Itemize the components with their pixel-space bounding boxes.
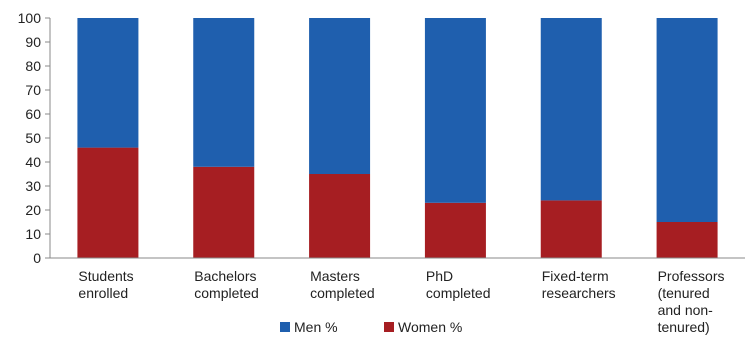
x-category-label: Students xyxy=(78,268,133,284)
x-category-label: completed xyxy=(310,285,375,301)
y-tick-label: 30 xyxy=(25,178,41,194)
x-category-label: completed xyxy=(194,285,259,301)
y-tick-label: 70 xyxy=(25,82,41,98)
legend: Men % Women % xyxy=(280,319,462,335)
y-tick-label: 80 xyxy=(25,58,41,74)
y-tick-label: 60 xyxy=(25,106,41,122)
y-tick-label: 10 xyxy=(25,226,41,242)
bar-women-1 xyxy=(193,166,255,258)
x-category-label: completed xyxy=(426,285,491,301)
bar-men-2 xyxy=(309,18,371,174)
x-category-label: researchers xyxy=(542,285,616,301)
x-axis: StudentsenrolledBachelorscompletedMaster… xyxy=(50,257,745,335)
legend-label: Men % xyxy=(294,319,338,335)
bar-men-5 xyxy=(656,18,718,222)
y-tick-label: 50 xyxy=(25,130,41,146)
bars xyxy=(77,18,718,258)
bar-men-4 xyxy=(540,18,602,201)
x-category-label: Professors xyxy=(658,268,725,284)
bar-women-4 xyxy=(540,200,602,258)
bar-women-5 xyxy=(656,222,718,258)
y-axis: 0 10 20 30 40 50 60 70 80 90 100 xyxy=(18,10,51,266)
legend-label: Women % xyxy=(398,319,462,335)
y-tick-label: 0 xyxy=(33,250,41,266)
x-category-label: Fixed-term xyxy=(542,268,609,284)
bar-men-1 xyxy=(193,18,255,167)
x-category-label: and non- xyxy=(658,302,714,318)
x-category-label: (tenured xyxy=(658,285,710,301)
x-category-label: Bachelors xyxy=(194,268,256,284)
bar-women-2 xyxy=(309,174,371,258)
y-tick-label: 40 xyxy=(25,154,41,170)
bar-men-0 xyxy=(77,18,139,148)
bar-women-3 xyxy=(424,202,486,258)
y-tick-label: 90 xyxy=(25,34,41,50)
y-tick-label: 100 xyxy=(18,10,42,26)
bar-men-3 xyxy=(424,18,486,203)
legend-swatch xyxy=(384,322,394,332)
bar-women-0 xyxy=(77,147,139,258)
y-tick-label: 20 xyxy=(25,202,41,218)
x-category-label: Masters xyxy=(310,268,360,284)
x-category-label: PhD xyxy=(426,268,453,284)
x-category-label: tenured) xyxy=(658,319,710,335)
legend-swatch xyxy=(280,322,290,332)
x-category-label: enrolled xyxy=(78,285,128,301)
